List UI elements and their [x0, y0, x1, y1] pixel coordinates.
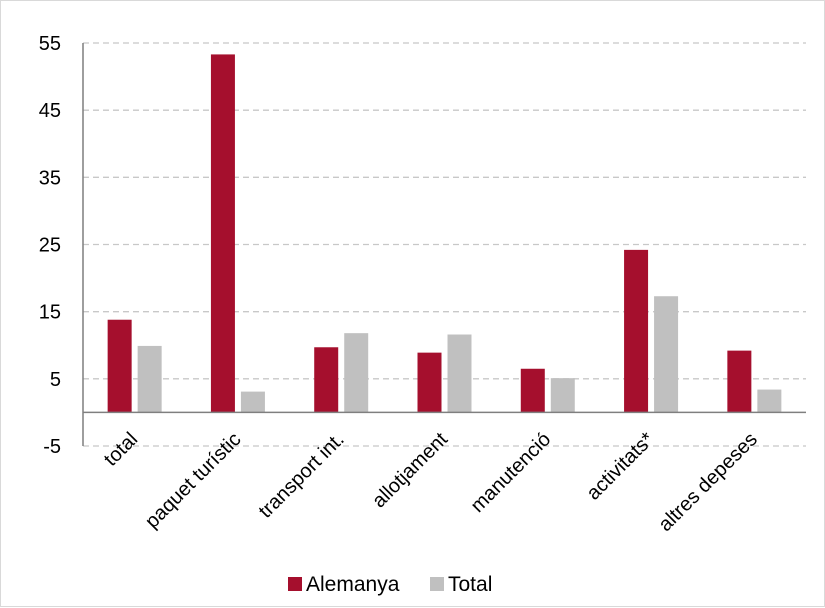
y-tick-label: 35	[39, 167, 61, 189]
bar-alemanya-6	[727, 350, 752, 413]
x-tick-label: altres depeses	[654, 428, 762, 536]
bars	[107, 54, 782, 413]
bar-total-3	[447, 334, 472, 413]
axes	[82, 43, 806, 446]
legend-label-alemanya: Alemanya	[306, 573, 400, 596]
x-tick-label: total	[100, 428, 142, 470]
bar-alemanya-5	[624, 249, 649, 413]
bar-total-5	[654, 296, 679, 413]
legend-swatch-total	[430, 577, 444, 591]
bar-total-0	[137, 345, 162, 413]
bar-alemanya-0	[107, 319, 132, 413]
bar-total-4	[550, 378, 575, 413]
bar-total-6	[757, 389, 782, 413]
bar-total-2	[344, 333, 369, 413]
x-tick-label: manutenció	[467, 428, 556, 517]
y-tick-label: 25	[39, 235, 61, 257]
x-tick-label: paquet turístic	[141, 428, 245, 532]
x-tick-label: transport int.	[255, 428, 349, 522]
bar-alemanya-3	[417, 352, 442, 413]
x-tick-label: activitats*	[583, 428, 659, 504]
gridlines	[83, 42, 806, 447]
legend: Alemanya Total	[288, 573, 492, 596]
y-tick-labels: -5 5 15 25 35 45 55	[39, 33, 61, 458]
bar-total-1	[240, 391, 265, 413]
y-tick-label: 55	[39, 33, 61, 55]
x-tick-label: allotjament	[368, 428, 452, 512]
y-tick-label: 45	[39, 100, 61, 122]
y-tick-label: 15	[39, 302, 61, 324]
bar-alemanya-2	[314, 347, 339, 413]
legend-label-total: Total	[448, 573, 492, 596]
y-tick-label: 5	[50, 369, 61, 391]
y-tick-label: -5	[43, 436, 61, 458]
legend-swatch-alemanya	[288, 577, 302, 591]
bar-alemanya-4	[520, 368, 545, 413]
bar-alemanya-1	[210, 54, 235, 413]
